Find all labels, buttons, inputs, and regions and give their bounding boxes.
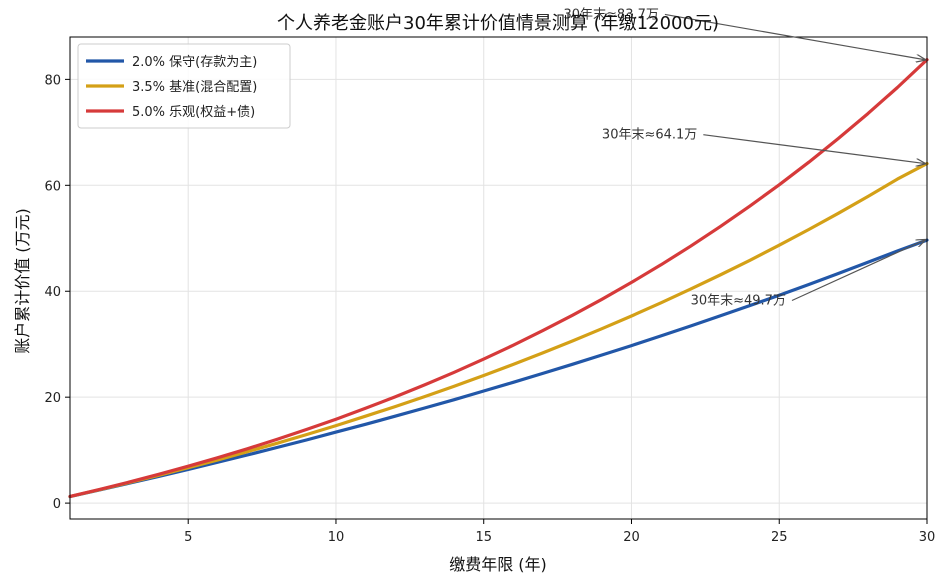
- y-tick-label: 0: [53, 497, 61, 512]
- chart-title: 个人养老金账户30年累计价值情景测算 (年缴12000元): [277, 13, 719, 34]
- legend-box: [77, 43, 291, 129]
- y-tick-label: 60: [44, 179, 61, 194]
- annotation-arrow-2: [703, 134, 925, 164]
- legend-label-1: 2.0% 保守(存款为主): [132, 55, 257, 70]
- annotation-text-1: 30年末≈83.7万: [564, 7, 659, 22]
- x-tick-label: 25: [771, 530, 788, 545]
- y-tick-label: 80: [44, 73, 61, 88]
- y-axis-label: 账户累计价值 (万元): [13, 208, 32, 354]
- series-line-2: [68, 162, 929, 499]
- x-tick-label: 30: [919, 530, 936, 545]
- annotation-arrow-1: [664, 13, 925, 59]
- y-tick-label: 40: [44, 285, 61, 300]
- series-line-3: [68, 58, 929, 498]
- x-tick-label: 10: [328, 530, 345, 545]
- annotation-text-3: 30年末≈49.7万: [691, 293, 786, 308]
- annotation-layer: 30年末≈83.7万 30年末≈64.1万 30年末≈49.7万: [564, 7, 925, 308]
- series-line-1: [68, 238, 929, 499]
- x-axis-label: 缴费年限 (年): [449, 555, 547, 574]
- legend-label-2: 3.5% 基准(混合配置): [132, 80, 257, 95]
- y-tick-label: 20: [44, 391, 61, 406]
- x-tick-label: 15: [475, 530, 492, 545]
- annotation-arrow-3: [791, 240, 925, 302]
- annotation-text-2: 30年末≈64.1万: [602, 128, 697, 143]
- plot-frame: [69, 36, 928, 520]
- x-tick-label: 5: [184, 530, 192, 545]
- x-tick-label: 20: [623, 530, 640, 545]
- series-layer: [68, 58, 929, 499]
- axes-layer: 5 10 15 20 25 30 0 20 40 60 80: [44, 36, 936, 545]
- legend-label-3: 5.0% 乐观(权益+债): [132, 104, 255, 120]
- legend: 2.0% 保守(存款为主) 3.5% 基准(混合配置) 5.0% 乐观(权益+债): [77, 43, 291, 129]
